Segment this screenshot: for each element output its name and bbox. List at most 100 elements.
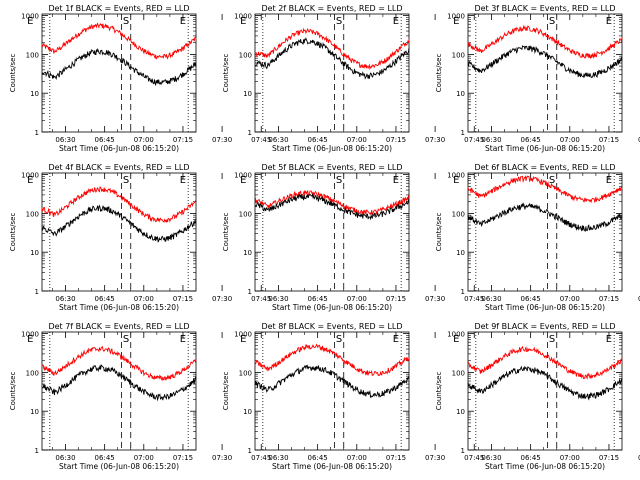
x-tick-label: 07:00 [134, 295, 154, 303]
series-lld-line [467, 345, 623, 380]
chart-panel-5: Det 5f BLACK = Events, RED = LLD11010010… [222, 163, 484, 312]
marker-e: E [606, 334, 612, 345]
x-tick-label: 06:30 [55, 136, 75, 144]
y-tick-label: 1 [35, 447, 39, 455]
x-tick-label: 07:15 [599, 295, 619, 303]
x-tick-label: 07:15 [599, 454, 619, 462]
y-tick-label: 100 [26, 51, 39, 59]
y-tick-label: 10 [30, 408, 39, 416]
y-tick-label: 10 [30, 90, 39, 98]
x-tick-label: 07:30 [425, 454, 445, 462]
plot-frame [254, 172, 410, 292]
series-lld-line [467, 24, 623, 60]
marker-e: E [240, 16, 246, 27]
plot-frame [467, 13, 623, 133]
marker-s: S [549, 16, 555, 27]
y-tick-label: 1 [461, 447, 465, 455]
x-tick-label: 07:45 [251, 136, 271, 144]
marker-e: E [393, 175, 399, 186]
y-tick-label: 1000 [234, 13, 252, 21]
x-tick-label: 07:15 [386, 454, 406, 462]
x-tick-label: 07:15 [173, 136, 193, 144]
marker-e: E [27, 16, 33, 27]
marker-s: S [336, 175, 342, 186]
y-tick-label: 1 [461, 129, 465, 137]
x-tick-label: 06:30 [481, 136, 501, 144]
x-tick-label: 06:45 [521, 454, 541, 462]
y-tick-label: 10 [243, 408, 252, 416]
x-tick-label: 06:45 [521, 136, 541, 144]
series-events-line [254, 364, 410, 399]
x-tick-label: 07:00 [134, 136, 154, 144]
y-axis-label: Counts/sec [9, 54, 17, 93]
x-tick-label: 06:45 [308, 454, 328, 462]
y-tick-label: 100 [452, 210, 465, 218]
y-tick-label: 1 [461, 288, 465, 296]
marker-s: S [123, 175, 129, 186]
chart-title: Det 1f BLACK = Events, RED = LLD [48, 4, 189, 13]
x-axis-label: Start Time (06-Jun-08 06:15:20) [59, 144, 179, 153]
series-lld-line [41, 22, 197, 60]
x-tick-label: 07:15 [173, 295, 193, 303]
chart-panel-9: Det 9f BLACK = Events, RED = LLD 1 10 100 10… [435, 322, 640, 471]
x-axis-label: Start Time (06-Jun-08 06:15:20) [272, 462, 392, 471]
series-events-line [467, 365, 623, 401]
plot-frame [254, 331, 410, 451]
x-tick-label: 07:00 [347, 295, 367, 303]
x-tick-label: 06:30 [481, 454, 501, 462]
y-tick-label: 10 [30, 249, 39, 257]
x-tick-label: 07:30 [212, 136, 232, 144]
chart-panel-8: Det 8f BLACK = Events, RED = LLD11010010… [222, 322, 484, 471]
marker-e: E [453, 16, 459, 27]
x-tick-label: 06:45 [95, 136, 115, 144]
x-tick-label: 07:15 [386, 136, 406, 144]
x-tick-label: 06:45 [95, 295, 115, 303]
y-tick-label: 1 [35, 129, 39, 137]
y-axis-label: Counts/sec [222, 213, 230, 252]
marker-e: E [606, 16, 612, 27]
y-tick-label: 10 [456, 408, 465, 416]
chart-title: Det 6f BLACK = Events, RED = LLD [474, 163, 615, 172]
x-tick-label: 07:45 [464, 295, 484, 303]
y-tick-label: 10 [456, 90, 465, 98]
y-axis-label: Counts/sec [435, 54, 443, 93]
x-tick-label: 07:45 [251, 295, 271, 303]
plot-frame [41, 172, 197, 292]
chart-title: Det 9f BLACK = Events, RED = LLD [474, 322, 615, 331]
chart-title: Det 7f BLACK = Events, RED = LLD [48, 322, 189, 331]
marker-e: E [27, 175, 33, 186]
x-tick-label: 07:00 [560, 136, 580, 144]
marker-e: E [180, 175, 186, 186]
y-tick-label: 1 [35, 288, 39, 296]
x-tick-label: 06:30 [268, 454, 288, 462]
plot-frame [254, 13, 410, 133]
x-tick-label: 06:30 [55, 295, 75, 303]
series-events-line [41, 364, 197, 402]
y-tick-label: 1000 [234, 331, 252, 339]
x-tick-label: 07:00 [347, 454, 367, 462]
x-tick-label: 06:45 [308, 295, 328, 303]
x-tick-label: 06:45 [308, 136, 328, 144]
chart-title: Det 2f BLACK = Events, RED = LLD [261, 4, 402, 13]
series-events-line [41, 204, 197, 243]
plot-frame [467, 172, 623, 292]
x-axis-label: Start Time (06-Jun-08 06:15:20) [272, 144, 392, 153]
y-tick-label: 10 [243, 249, 252, 257]
series-lld-line [254, 190, 410, 216]
series-events-line [254, 192, 410, 221]
y-tick-label: 100 [452, 369, 465, 377]
x-tick-label: 07:00 [560, 295, 580, 303]
marker-e: E [606, 175, 612, 186]
series-events-line [467, 202, 623, 232]
y-tick-label: 100 [239, 51, 252, 59]
y-tick-label: 1 [248, 129, 252, 137]
y-tick-label: 1000 [21, 172, 39, 180]
x-axis-label: Start Time (06-Jun-08 06:15:20) [485, 303, 605, 312]
y-tick-label: 100 [452, 51, 465, 59]
x-tick-label: 06:30 [481, 295, 501, 303]
marker-e: E [453, 334, 459, 345]
x-tick-label: 06:45 [521, 295, 541, 303]
x-tick-label: 06:30 [268, 136, 288, 144]
y-tick-label: 100 [26, 369, 39, 377]
marker-s: S [123, 334, 129, 345]
